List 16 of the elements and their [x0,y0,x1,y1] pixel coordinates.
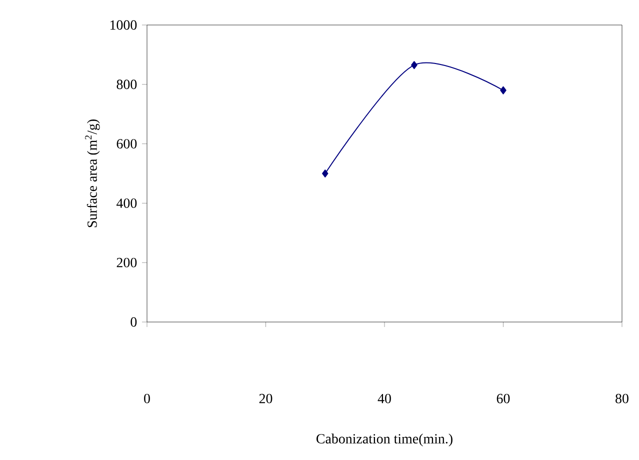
point [500,86,506,94]
y-tick-label: 600 [116,139,137,149]
x-tick-label: 40 [378,394,391,404]
x-axis-title: Cabonization time(min.) [316,434,452,446]
y-axis-title: Surface area (m$^{2}$/g) [85,120,100,228]
x-tick-label: 60 [496,394,510,404]
y-tick-label: 1000 [110,20,137,30]
x-tick-label: 0 [144,394,150,404]
point [411,61,418,70]
y-tick-label: 0 [130,317,137,327]
x-tick-label: 80 [616,394,628,404]
y-tick-label: 400 [116,198,137,208]
x-tick-label: 20 [259,394,272,404]
point [322,170,328,178]
y-tick-label: 200 [116,258,137,268]
y-tick-label: 800 [116,80,137,90]
